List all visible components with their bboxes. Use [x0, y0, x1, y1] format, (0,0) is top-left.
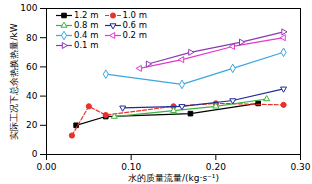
svg-text:水的质量流量/(kg·s⁻¹): 水的质量流量/(kg·s⁻¹)	[128, 173, 219, 183]
svg-text:60: 60	[26, 62, 38, 72]
svg-text:80: 80	[26, 33, 38, 43]
html-text:0.6 m: 0.6 m	[122, 20, 147, 30]
svg-text:40: 40	[26, 91, 38, 101]
html-text:0.8 m: 0.8 m	[74, 20, 99, 30]
svg-text:0.10: 0.10	[121, 162, 141, 172]
html-text:0.4 m: 0.4 m	[74, 30, 99, 40]
svg-text:100: 100	[20, 3, 37, 13]
svg-text:0.20: 0.20	[206, 162, 226, 172]
svg-text:实际工况下总余热换热量/kW: 实际工况下总余热换热量/kW	[9, 23, 19, 139]
html-text:0.1 m: 0.1 m	[74, 40, 99, 50]
svg-text:0.00: 0.00	[36, 162, 56, 172]
svg-text:0.30: 0.30	[290, 162, 310, 172]
html-text:1.0 m: 1.0 m	[122, 10, 147, 20]
svg-text:20: 20	[26, 120, 38, 130]
html-text:1.2 m: 1.2 m	[74, 10, 99, 20]
svg-text:0: 0	[32, 149, 38, 159]
html-text:0.2 m: 0.2 m	[122, 30, 147, 40]
